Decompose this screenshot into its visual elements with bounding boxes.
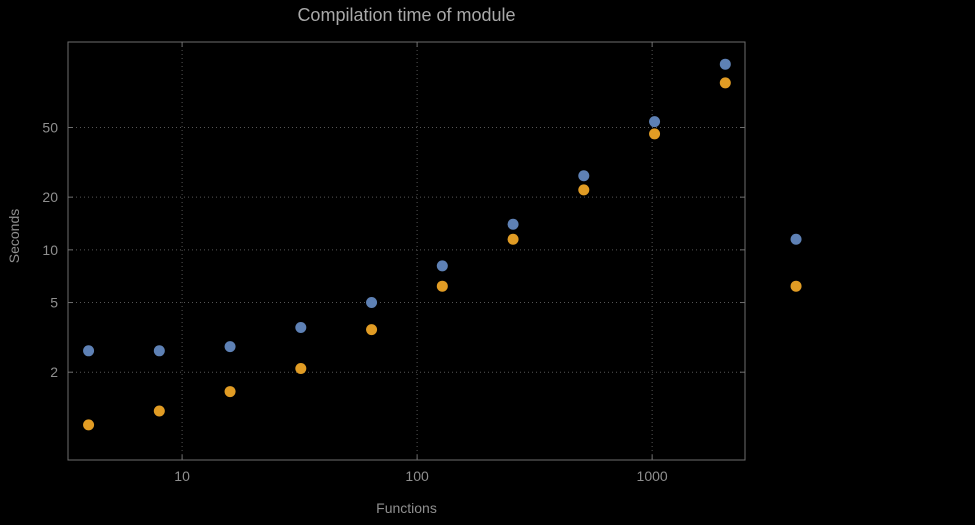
data-point-series-orange xyxy=(507,233,519,245)
data-point-series-blue xyxy=(578,170,590,182)
data-point-series-blue xyxy=(436,260,448,272)
data-point-series-orange xyxy=(649,128,661,140)
data-point-series-blue xyxy=(790,233,802,245)
y-tick-label: 20 xyxy=(42,189,58,205)
data-point-series-blue xyxy=(649,116,661,128)
x-axis-label: Functions xyxy=(376,500,437,516)
data-point-series-blue xyxy=(295,322,307,334)
data-point-series-blue xyxy=(224,341,236,353)
data-point-series-blue xyxy=(83,345,95,357)
data-point-series-orange xyxy=(578,184,590,196)
data-point-series-orange xyxy=(83,419,95,431)
x-tick-label: 100 xyxy=(405,468,429,484)
data-point-series-blue xyxy=(719,58,731,70)
data-point-series-orange xyxy=(153,405,165,417)
data-point-series-orange xyxy=(224,386,236,398)
data-point-series-orange xyxy=(436,280,448,292)
y-tick-label: 10 xyxy=(42,242,58,258)
data-point-series-orange xyxy=(790,280,802,292)
x-tick-label: 1000 xyxy=(637,468,668,484)
chart-title: Compilation time of module xyxy=(297,5,516,25)
data-point-series-orange xyxy=(719,77,731,89)
data-point-series-orange xyxy=(295,362,307,374)
data-point-series-orange xyxy=(366,324,378,336)
x-tick-label: 10 xyxy=(174,468,190,484)
y-tick-label: 50 xyxy=(42,120,58,136)
y-tick-label: 5 xyxy=(50,295,58,311)
data-point-series-blue xyxy=(153,345,165,357)
plot-frame xyxy=(67,41,746,461)
data-point-series-blue xyxy=(507,218,519,230)
data-point-series-blue xyxy=(366,297,378,309)
y-tick-label: 2 xyxy=(50,364,58,380)
y-axis-label: Seconds xyxy=(6,208,22,264)
